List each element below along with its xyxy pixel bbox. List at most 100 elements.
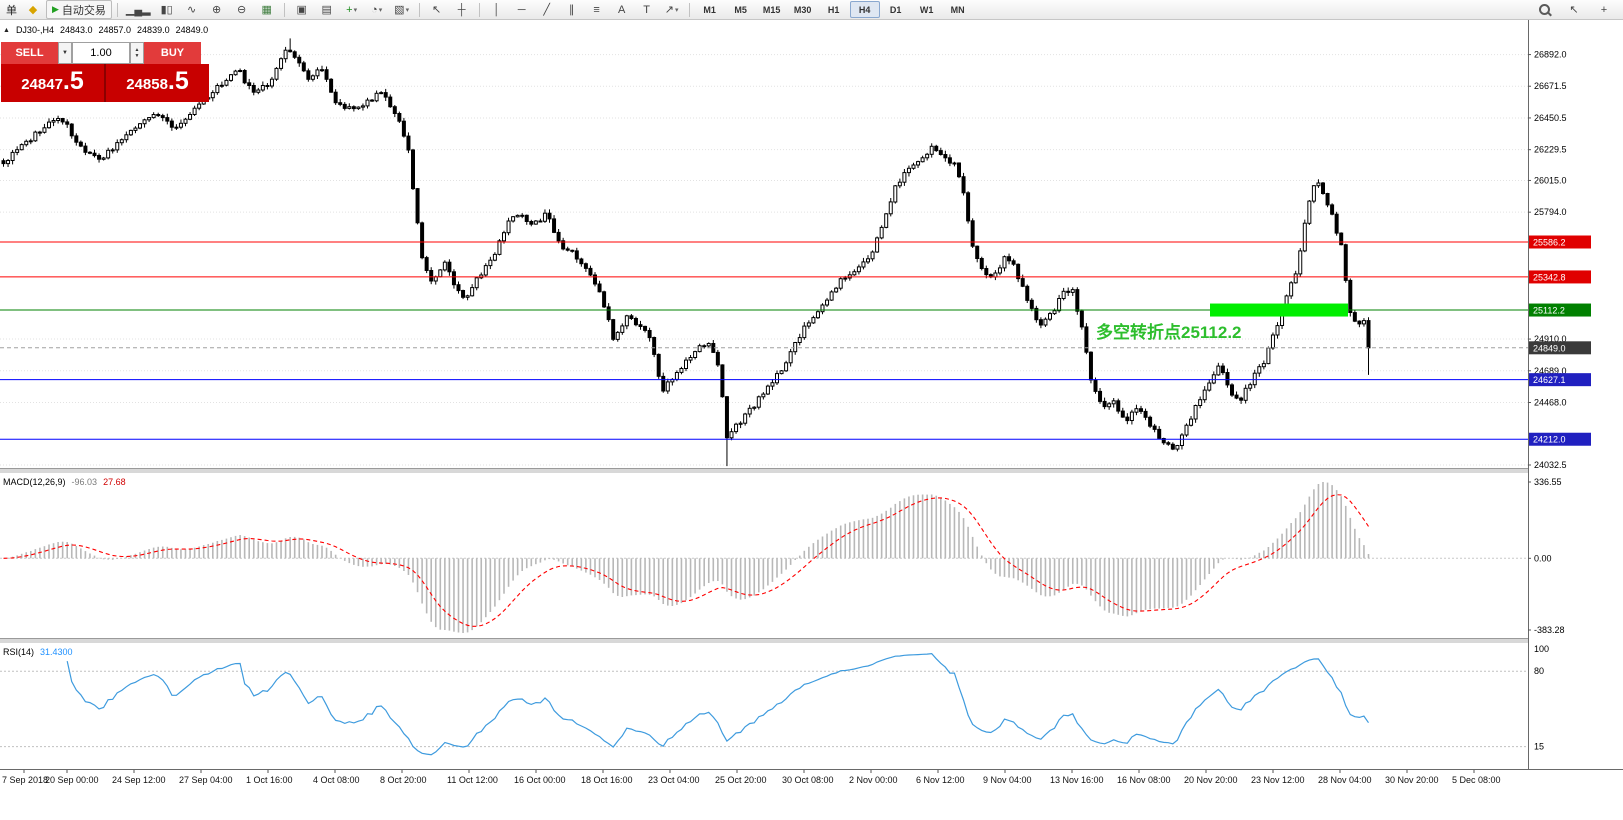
candlestick-chart-icon[interactable]: ▮▯ — [160, 4, 173, 16]
dropdown-arrow-icon[interactable]: ▾ — [353, 6, 358, 14]
toolbar-separator — [688, 2, 690, 17]
time-axis-label: 30 Oct 08:00 — [782, 775, 834, 785]
svg-text:26229.5: 26229.5 — [1534, 145, 1567, 155]
bar-chart-icon[interactable]: ▁▄▂ — [125, 4, 151, 16]
svg-text:25794.0: 25794.0 — [1534, 207, 1567, 217]
buy-button[interactable]: BUY — [144, 42, 201, 64]
line-chart-icon[interactable]: ∿ — [187, 4, 197, 16]
toolbar-separator — [418, 2, 420, 17]
panel-divider[interactable] — [0, 638, 1623, 644]
dropdown-arrow-icon[interactable]: ▾ — [405, 6, 410, 14]
new-order-icon[interactable]: ◆ — [28, 4, 38, 16]
svg-text:15: 15 — [1534, 742, 1544, 752]
autotrading-button[interactable]: ▶ 自动交易 — [46, 0, 112, 19]
volume-dropdown-button[interactable]: ▼ — [58, 42, 72, 64]
symbol-period-label: DJ30-,H4 — [15, 25, 54, 35]
pivot-highlight-bar[interactable] — [1210, 303, 1348, 317]
candlesticks — [1, 38, 1371, 467]
trendline-tool-icon[interactable]: ╱ — [543, 4, 550, 16]
svg-text:24032.5: 24032.5 — [1534, 460, 1567, 470]
tf-h1-button[interactable]: H1 — [827, 4, 840, 15]
tf-w1-button[interactable]: W1 — [919, 4, 934, 15]
time-axis-label: 6 Nov 12:00 — [916, 775, 965, 785]
arrange-windows-icon[interactable]: ▤ — [321, 4, 332, 16]
svg-text:25112.2: 25112.2 — [1533, 306, 1565, 316]
grab-mode-icon[interactable]: + — [1600, 3, 1608, 16]
time-axis-label: 30 Nov 20:00 — [1385, 775, 1439, 785]
templates-button[interactable]: ▧ ▾ — [394, 4, 410, 16]
vertical-line-tool-icon[interactable]: │ — [493, 3, 501, 16]
volume-input[interactable] — [72, 42, 130, 64]
time-axis-label: 11 Oct 12:00 — [447, 775, 498, 785]
fibonacci-tool-icon[interactable]: ≡ — [593, 3, 600, 16]
svg-text:26450.5: 26450.5 — [1534, 113, 1567, 123]
time-axis-label: 20 Sep 00:00 — [45, 775, 99, 785]
high-value: 24857.0 — [98, 25, 132, 35]
autotrading-icon: ▶ — [52, 4, 59, 14]
chart-canvas[interactable]: 26892.0 26671.5 26450.5 26229.5 26015.0 25794… — [0, 0, 1623, 795]
horizontal-line-tool-icon[interactable]: ─ — [517, 3, 526, 16]
svg-text:24849.0: 24849.0 — [1533, 343, 1566, 353]
annotation-text[interactable]: 多空转折点25112.2 — [1096, 323, 1242, 342]
time-axis-label: 4 Oct 08:00 — [313, 775, 360, 785]
magnifier-glyph — [1538, 4, 1550, 15]
tf-m1-button[interactable]: M1 — [703, 4, 716, 15]
time-axis-label: 9 Nov 04:00 — [983, 775, 1032, 785]
chart-ohlc-title: ▲ DJ30-,H4 24843.0 24857.0 24839.0 24849… — [3, 25, 208, 35]
tf-m15-button[interactable]: M15 — [762, 4, 781, 15]
rsi-label: RSI(14) 31.4300 — [3, 647, 73, 657]
dropdown-arrow-icon[interactable]: ▾ — [674, 6, 679, 14]
one-click-trading-panel: SELL ▼ ▲▼ BUY 24847.5 24858.5 — [1, 42, 209, 102]
svg-text:24689.0: 24689.0 — [1534, 366, 1567, 376]
zoom-out-icon[interactable]: ⊖ — [237, 4, 247, 16]
price-tag-24212.0 — [1529, 432, 1591, 446]
label-tool-icon[interactable]: T — [643, 3, 650, 16]
sell-button[interactable]: SELL — [1, 42, 58, 64]
toolbar-separator — [478, 2, 480, 17]
text-tool-icon[interactable]: A — [617, 3, 626, 16]
svg-text:24627.1: 24627.1 — [1533, 375, 1566, 385]
dropdown-arrow-icon[interactable]: ▾ — [378, 6, 383, 14]
tf-m5-button[interactable]: M5 — [734, 4, 747, 15]
volume-stepper[interactable]: ▲ ▼ — [130, 42, 144, 64]
tf-mn-button[interactable]: MN — [950, 4, 965, 15]
periods-button[interactable]: ◔ ▾ — [371, 3, 383, 16]
stepper-down-icon[interactable]: ▼ — [134, 53, 140, 59]
toolbar: 单 ◆ ▶ 自动交易 ▁▄▂ ▮▯ ∿ ⊕ ⊖ ▦ ▣ ▤ + ▾ ◔ ▾ ▧ ▾ ↖ ┼ │ ─ ╱ ∥ ≡ A T ↗ ▾ M1 M5 M… — [0, 0, 1623, 20]
tf-d1-button[interactable]: D1 — [889, 4, 902, 15]
buy-price-display[interactable]: 24858.5 — [106, 64, 209, 102]
price-tag-25342.8 — [1529, 270, 1591, 284]
tile-windows-icon[interactable]: ▦ — [261, 4, 272, 16]
pointer-mode-icon[interactable]: ↖ — [1569, 4, 1579, 16]
svg-text:336.55: 336.55 — [1534, 477, 1562, 487]
new-chart-button[interactable]: + ▾ — [346, 3, 358, 16]
channel-tool-icon[interactable]: ∥ — [568, 4, 575, 16]
tf-h4-button[interactable]: H4 — [849, 1, 880, 18]
tf-m30-button[interactable]: M30 — [793, 4, 812, 15]
crosshair-icon[interactable]: ┼ — [457, 3, 466, 16]
cascade-windows-icon[interactable]: ▣ — [296, 4, 307, 16]
time-axis-label: 7 Sep 2018 — [2, 775, 48, 785]
search-icon[interactable] — [1532, 0, 1556, 19]
stepper-up-icon[interactable]: ▲ — [134, 47, 140, 53]
one-click-panel-toggle[interactable]: ▲ — [3, 26, 10, 34]
price-axis-labels: 26892.0 26671.5 26450.5 26229.5 26015.0 25794… — [1528, 50, 1591, 752]
macd-label: MACD(12,26,9) -96.03 27.68 — [3, 477, 126, 487]
toolbar-separator — [283, 2, 285, 17]
price-axis[interactable] — [1529, 20, 1623, 770]
time-axis-label: 5 Dec 08:00 — [1452, 775, 1501, 785]
arrows-tool-icon[interactable]: ↗ ▾ — [664, 4, 679, 16]
time-axis-label: 23 Nov 12:00 — [1251, 775, 1305, 785]
autotrading-label: 自动交易 — [61, 4, 106, 17]
time-axis-label: 16 Oct 00:00 — [514, 775, 566, 785]
cursor-icon[interactable]: ↖ — [432, 4, 442, 16]
panel-divider[interactable] — [0, 468, 1623, 474]
low-value: 24839.0 — [137, 25, 170, 35]
zoom-in-icon[interactable]: ⊕ — [212, 4, 222, 16]
time-axis-label: 27 Sep 04:00 — [179, 775, 233, 785]
chart-background[interactable] — [0, 20, 1623, 795]
sell-price-display[interactable]: 24847.5 — [1, 64, 104, 102]
open-value: 24843.0 — [59, 25, 93, 35]
time-axis-label: 18 Oct 16:00 — [581, 775, 633, 785]
